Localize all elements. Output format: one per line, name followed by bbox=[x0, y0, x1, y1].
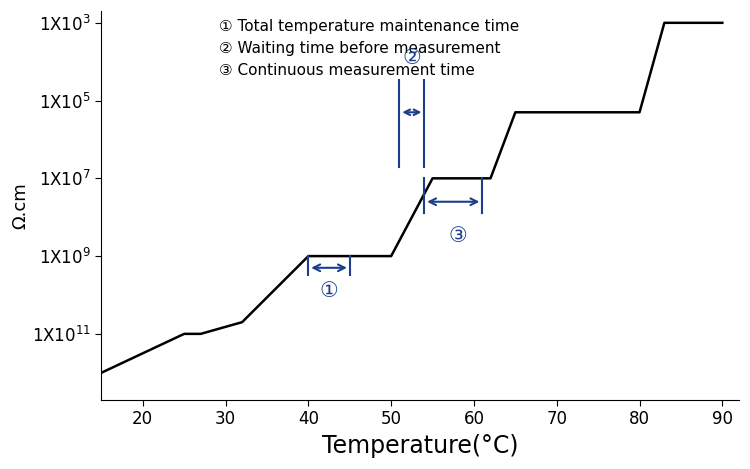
Text: ①: ① bbox=[320, 281, 338, 301]
Text: ②: ② bbox=[403, 48, 422, 68]
Y-axis label: Ω.cm: Ω.cm bbox=[11, 182, 29, 229]
X-axis label: Temperature(°C): Temperature(°C) bbox=[322, 434, 518, 458]
Text: ③: ③ bbox=[448, 226, 466, 246]
Text: ① Total temperature maintenance time
② Waiting time before measurement
③ Continu: ① Total temperature maintenance time ② W… bbox=[219, 19, 520, 78]
